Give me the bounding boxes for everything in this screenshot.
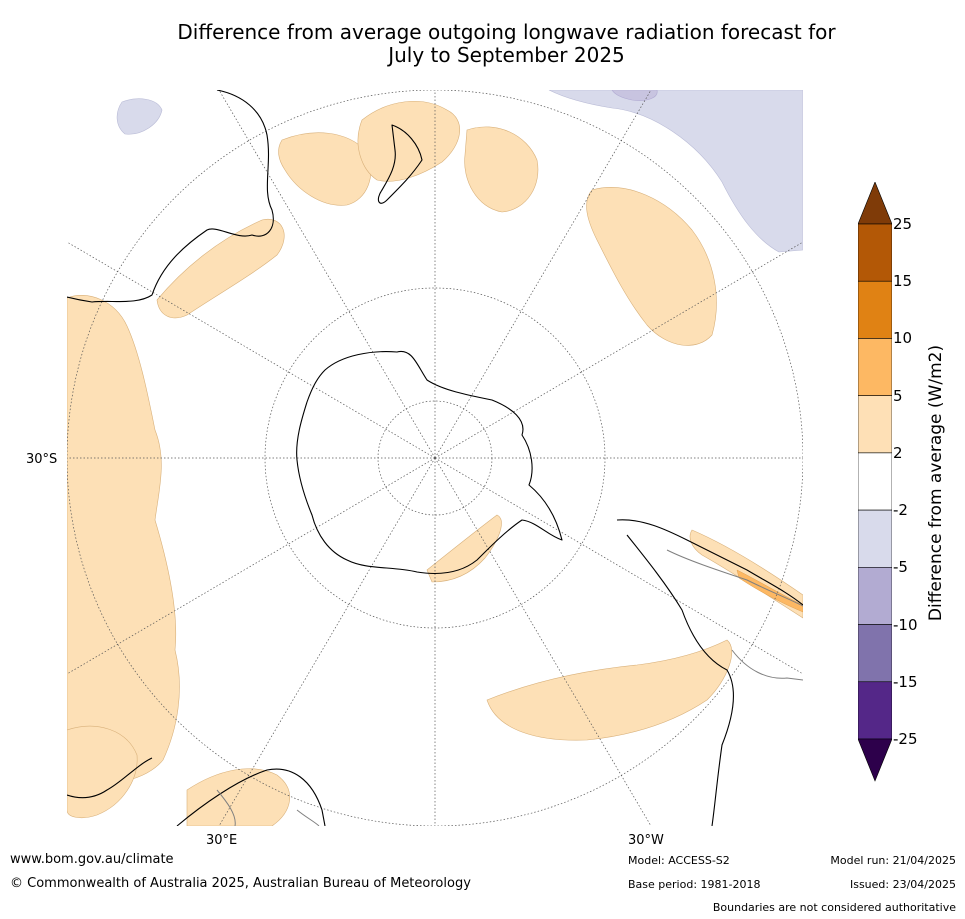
colorbar-tick-label: 25 (893, 215, 913, 233)
colorbar-tick-label: -15 (893, 672, 918, 691)
colorbar-tick-label: -2 (893, 501, 908, 520)
lon-label-30e: 30°E (206, 833, 238, 848)
antarctica-coast (296, 350, 563, 575)
positive-region-indian-north (278, 132, 372, 206)
positive-region-australia-south (357, 100, 461, 182)
footer-base-period: Base period: 1981-2018 (628, 878, 761, 891)
positive-region-west-large (67, 295, 180, 785)
graticule (67, 90, 803, 826)
colorbar-segments (858, 223, 892, 740)
footer-website: www.bom.gov.au/climate (10, 852, 174, 867)
colorbar-tick-label: 5 (893, 386, 903, 405)
positive-region-africa-south (186, 768, 291, 826)
colorbar-label: Difference from average (W/m2) (926, 344, 946, 622)
colorbar-segment (858, 452, 892, 511)
colorbar-segment (858, 509, 892, 568)
colorbar-extend-top (858, 182, 892, 225)
footer-model: Model: ACCESS-S2 (628, 854, 730, 867)
colorbar-segment (858, 338, 892, 396)
footer-issued: Issued: 23/04/2025 (849, 878, 956, 891)
colorbar-segment (858, 280, 892, 339)
negative-anomaly-region (611, 90, 658, 101)
positive-region-indian-south (67, 725, 138, 819)
colorbar-segment (858, 681, 892, 740)
colorbar (858, 182, 892, 782)
colorbar-tick-label: 15 (893, 272, 913, 291)
colorbar-tick-label: 10 (893, 329, 913, 348)
positive-anomaly-regions (67, 100, 803, 826)
positive-region-south-pacific (586, 187, 717, 346)
positive-region-antarctic-peninsula (426, 514, 502, 583)
colorbar-tick-label: -25 (893, 730, 918, 748)
colorbar-segment (858, 624, 892, 683)
australia-coast (67, 90, 274, 303)
map-title: Difference from average outgoing longwav… (60, 21, 953, 67)
south-america-coast (616, 519, 803, 826)
colorbar-segment (858, 567, 892, 625)
polar-map (67, 90, 803, 826)
coastlines (67, 90, 803, 826)
colorbar-segment (858, 223, 892, 282)
positive-region-africa-north (156, 218, 285, 319)
footer-disclaimer: Boundaries are not considered authoritat… (712, 901, 956, 914)
title-line-2: July to September 2025 (388, 43, 625, 67)
footer-copyright: © Commonwealth of Australia 2025, Austra… (10, 876, 471, 891)
negative-anomaly-region (548, 90, 803, 253)
colorbar-segment (858, 395, 892, 454)
colorbar-tick-label: -5 (893, 558, 908, 577)
footer-model-run: Model run: 21/04/2025 (830, 854, 956, 867)
title-line-1: Difference from average outgoing longwav… (177, 20, 836, 44)
colorbar-tick-label: 2 (893, 443, 903, 462)
lon-label-30w: 30°W (628, 833, 664, 848)
colorbar-tick-label: -10 (893, 615, 918, 634)
colorbar-extend-bottom (858, 738, 892, 782)
country-borders (216, 549, 803, 826)
africa-coast (67, 757, 326, 826)
new-zealand-coast (377, 124, 423, 204)
negative-anomaly-region (116, 98, 163, 135)
lat-label-30s: 30°S (26, 452, 58, 467)
positive-region-tasman (464, 126, 539, 213)
